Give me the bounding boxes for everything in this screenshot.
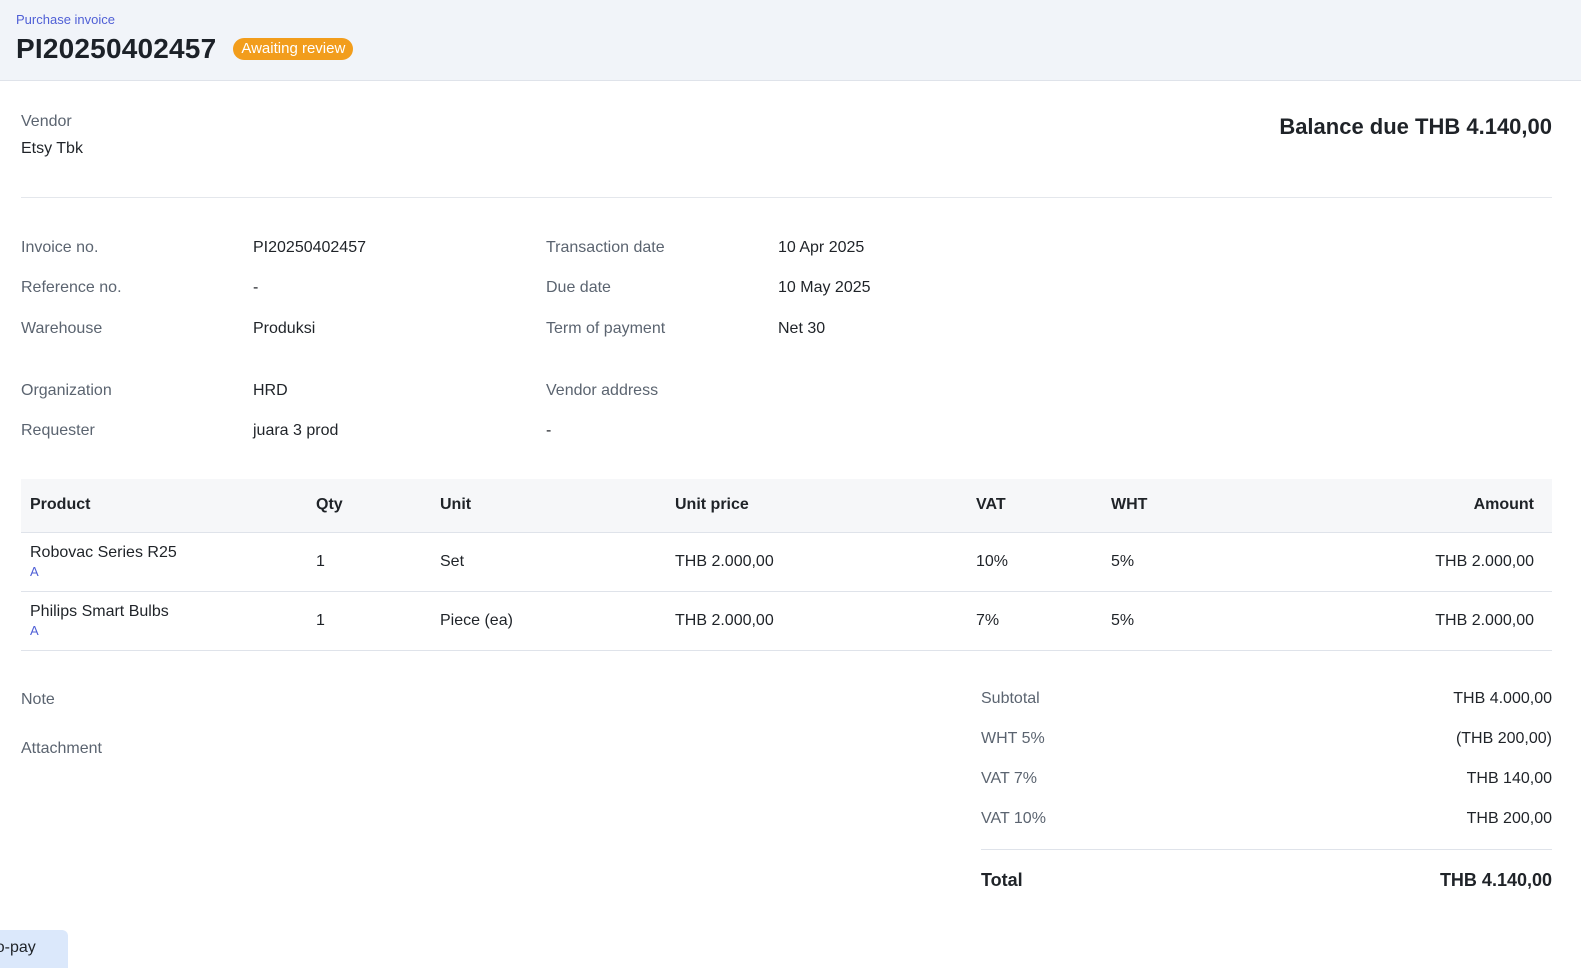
term-of-payment-value: Net 30: [778, 320, 826, 337]
product-variant: A: [30, 564, 39, 579]
requester-label: Requester: [21, 422, 95, 439]
transaction-date-value: 10 Apr 2025: [778, 239, 865, 256]
term-of-payment-label: Term of payment: [546, 320, 666, 337]
vendor-address-value: -: [546, 422, 552, 439]
column-header-amount: Amount: [1312, 479, 1552, 533]
attachment-label: Attachment: [21, 740, 102, 757]
organization-label: Organization: [21, 382, 112, 399]
organization-value: HRD: [253, 382, 288, 399]
product-cell: Robovac Series R25 A: [21, 532, 307, 592]
transaction-date-label: Transaction date: [546, 239, 665, 256]
requester-value: juara 3 prod: [253, 422, 339, 439]
unit-cell: Set: [431, 532, 666, 592]
due-date-value: 10 May 2025: [778, 279, 871, 296]
amount-cell: THB 2.000,00: [1312, 591, 1552, 651]
invoice-no-value: PI20250402457: [253, 239, 366, 256]
reference-no-label: Reference no.: [21, 279, 122, 296]
product-cell: Philips Smart Bulbs A: [21, 591, 307, 651]
title-row: PI20250402457 Awaiting review: [16, 33, 354, 65]
divider: [21, 197, 1552, 198]
footer-chip[interactable]: -to-pay: [0, 930, 68, 968]
page-header: Purchase invoice PI20250402457 Awaiting …: [0, 0, 1581, 81]
column-header-vat: VAT: [967, 479, 1102, 533]
qty-cell: 1: [307, 532, 431, 592]
product-name: Robovac Series R25: [30, 544, 177, 561]
summary-panel: Subtotal THB 4.000,00 WHT 5% (THB 200,00…: [981, 689, 1552, 891]
vat7-value: THB 140,00: [1466, 770, 1552, 787]
wht-cell: 5%: [1102, 532, 1312, 592]
unit-price-cell: THB 2.000,00: [666, 591, 967, 651]
wht-cell: 5%: [1102, 591, 1312, 651]
total-label: Total: [981, 870, 1023, 890]
product-name: Philips Smart Bulbs: [30, 603, 169, 620]
note-label: Note: [21, 691, 55, 708]
items-table: Product Qty Unit Unit price VAT WHT Amou…: [21, 479, 1552, 651]
table-row: Robovac Series R25 A 1 Set THB 2.000,00 …: [21, 532, 1552, 592]
vat7-label: VAT 7%: [981, 770, 1038, 787]
breadcrumb[interactable]: Purchase invoice: [16, 12, 115, 27]
wht-value: (THB 200,00): [1455, 730, 1552, 747]
total-value: THB 4.140,00: [1439, 870, 1552, 890]
column-header-product: Product: [21, 479, 307, 533]
vendor-address-label: Vendor address: [546, 382, 659, 399]
column-header-qty: Qty: [307, 479, 431, 533]
warehouse-value: Produksi: [253, 320, 316, 337]
subtotal-row: Subtotal THB 4.000,00: [981, 689, 1552, 709]
footer-chip-label: -to-pay: [0, 939, 36, 956]
product-variant: A: [30, 623, 39, 638]
unit-price-cell: THB 2.000,00: [666, 532, 967, 592]
subtotal-value: THB 4.000,00: [1453, 690, 1552, 707]
page-title: PI20250402457: [16, 33, 217, 64]
due-date-label: Due date: [546, 279, 611, 296]
status-badge: Awaiting review: [233, 38, 354, 60]
amount-cell: THB 2.000,00: [1312, 532, 1552, 592]
vat-cell: 7%: [967, 591, 1102, 651]
summary-divider: [981, 849, 1552, 850]
unit-cell: Piece (ea): [431, 591, 666, 651]
vendor-label: Vendor: [21, 113, 72, 130]
table-header-row: Product Qty Unit Unit price VAT WHT Amou…: [21, 479, 1552, 533]
warehouse-label: Warehouse: [21, 320, 103, 337]
vat10-row: VAT 10% THB 200,00: [981, 809, 1552, 829]
vat7-row: VAT 7% THB 140,00: [981, 769, 1552, 789]
column-header-unit-price: Unit price: [666, 479, 967, 533]
wht-label: WHT 5%: [981, 730, 1045, 747]
subtotal-label: Subtotal: [981, 690, 1040, 707]
qty-cell: 1: [307, 591, 431, 651]
invoice-no-label: Invoice no.: [21, 239, 99, 256]
wht-row: WHT 5% (THB 200,00): [981, 729, 1552, 749]
vendor-name: Etsy Tbk: [21, 140, 83, 157]
column-header-unit: Unit: [431, 479, 666, 533]
balance-due: Balance due THB 4.140,00: [1279, 114, 1552, 139]
total-row: Total THB 4.140,00: [981, 870, 1552, 891]
vat10-label: VAT 10%: [981, 810, 1046, 827]
column-header-wht: WHT: [1102, 479, 1312, 533]
vat10-value: THB 200,00: [1466, 810, 1552, 827]
reference-no-value: -: [253, 279, 259, 296]
table-row: Philips Smart Bulbs A 1 Piece (ea) THB 2…: [21, 591, 1552, 651]
vat-cell: 10%: [967, 532, 1102, 592]
